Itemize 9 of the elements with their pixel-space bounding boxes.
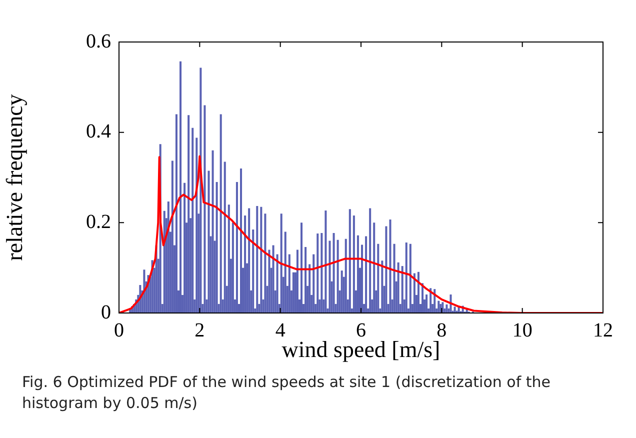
y-tick-label: 0.2 <box>86 210 111 233</box>
caption: Fig. 6 Optimized PDF of the wind speeds at site 1 (discretization of the histogram by 0.05 m/s) <box>22 372 552 414</box>
x-tick-label: 12 <box>593 319 613 342</box>
x-tick-label: 2 <box>194 319 205 342</box>
x-tick-label: 10 <box>512 319 532 342</box>
y-axis-title: relative frequency <box>2 94 27 261</box>
y-tick-label: 0.6 <box>86 30 111 52</box>
y-tick-label: 0 <box>101 301 111 324</box>
y-tick-label: 0.4 <box>86 120 111 143</box>
